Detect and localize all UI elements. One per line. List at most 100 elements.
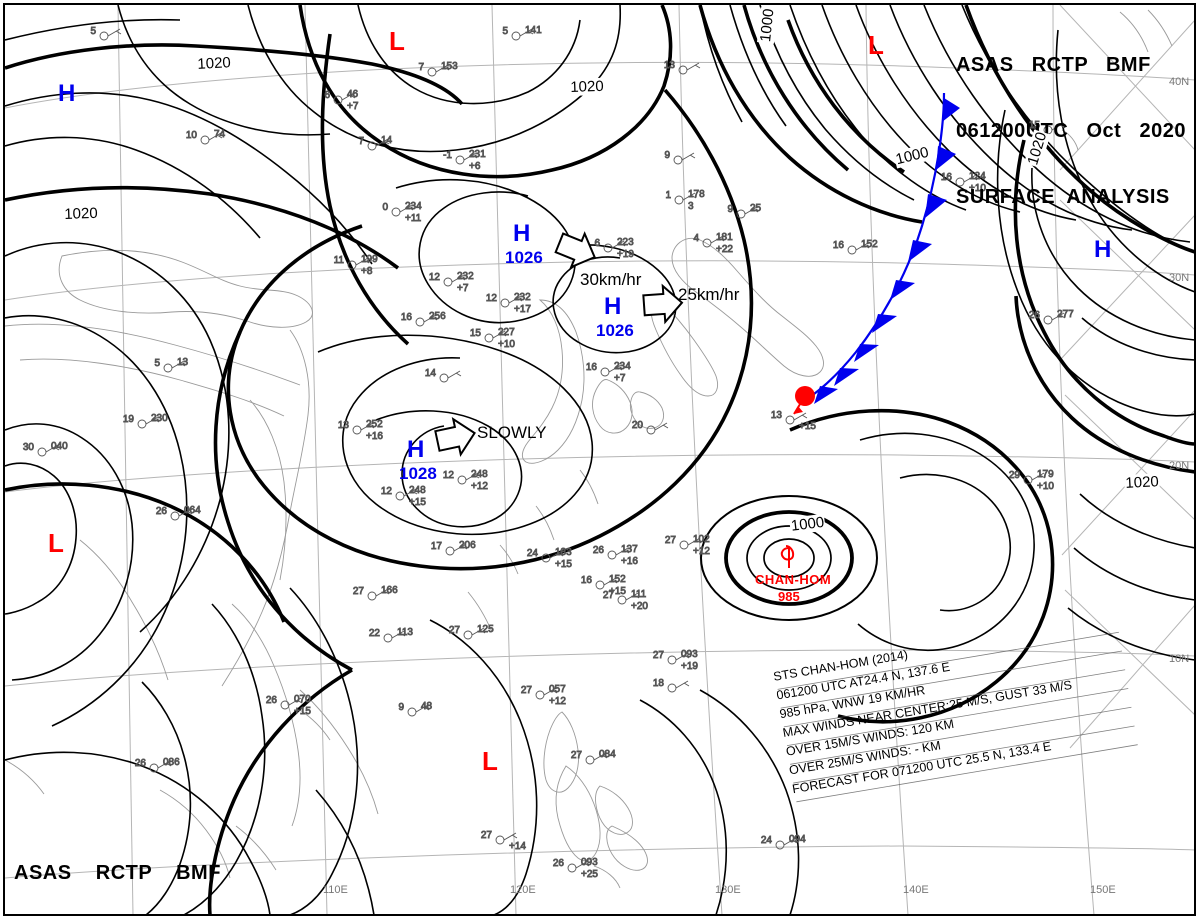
svg-text:152: 152 [861,239,878,250]
pressure-center-value: 1028 [399,464,437,483]
svg-text:227: 227 [498,327,515,338]
svg-text:+15: +15 [409,497,426,508]
svg-text:74: 74 [214,129,226,140]
station-plot: 16 256 [400,311,447,327]
svg-text:+10: +10 [1037,481,1054,492]
station-plot: 4 181+22 [693,232,734,256]
svg-text:13: 13 [771,410,783,421]
svg-text:3: 3 [688,201,694,212]
svg-text:18: 18 [653,678,665,689]
svg-text:093: 093 [581,857,598,868]
svg-text:248: 248 [409,485,426,496]
svg-text:+22: +22 [716,244,733,255]
pressure-center-symbol: H [513,220,531,247]
station-plot: 0 234+11 [382,201,423,225]
svg-text:+10: +10 [498,339,515,350]
svg-text:5: 5 [502,26,508,37]
svg-text:12: 12 [443,470,455,481]
pressure-center-symbol: H [1094,236,1112,263]
station-plot: 19 230 [122,413,169,429]
svg-text:+15: +15 [609,586,626,597]
svg-text:17: 17 [431,541,443,552]
station-plot: 26 086 [134,757,181,773]
svg-text:199: 199 [361,254,378,265]
svg-text:9: 9 [398,702,404,713]
longitude-label-4: 150E [1090,884,1116,896]
svg-text:19: 19 [123,414,135,425]
station-plot: 27 084 [570,749,617,765]
station-plot: 27 +14 [480,830,526,853]
station-plot: 14 [424,368,462,383]
svg-text:48: 48 [421,701,433,712]
pressure-center-symbol: L [482,746,498,776]
station-plot: 7 14 [358,135,393,151]
svg-text:084: 084 [599,749,616,760]
svg-text:26: 26 [135,758,147,769]
svg-text:181: 181 [716,232,733,243]
header-tr-line-3: SURFACE ANALYSIS [955,186,1170,208]
svg-text:16: 16 [586,362,598,373]
svg-text:27: 27 [353,586,365,597]
station-plot: 27 111+20 [602,589,648,613]
cold-front [793,92,960,415]
station-plot: 26 064 [155,505,202,521]
svg-text:178: 178 [688,189,705,200]
svg-text:183: 183 [555,547,572,558]
svg-text:-1: -1 [443,150,452,161]
svg-text:22: 22 [369,628,381,639]
svg-text:27: 27 [521,685,533,696]
svg-text:252: 252 [366,419,383,430]
svg-text:232: 232 [514,292,531,303]
svg-text:+20: +20 [631,601,648,612]
storm-central-pressure: 985 [778,589,800,604]
pressure-center-symbol: L [389,26,405,56]
svg-text:+16: +16 [621,556,638,567]
svg-text:+16: +16 [366,431,383,442]
svg-text:6: 6 [324,90,330,101]
isobars-thick [5,5,1195,915]
station-plot: 13 +15 [770,410,816,433]
svg-text:5: 5 [154,358,160,369]
station-plot: 7 153 [418,61,459,77]
station-plot: 12 232+17 [485,292,531,316]
storm-name-label: CHAN-HOM [755,572,832,587]
header-bottom-left: ASAS RCTP BMF 061200UTC Oct 2020 SURFACE… [14,822,256,920]
station-plot: 16 234+7 [585,361,631,385]
header-top-right: ASAS RCTP BMF 061200UTC Oct 2020 SURFACE… [956,14,1186,248]
svg-text:26: 26 [266,695,278,706]
svg-text:070: 070 [294,694,311,705]
station-plot: 27 093+19 [652,649,698,673]
station-plot: 13 [663,60,701,75]
svg-text:9: 9 [664,150,670,161]
station-plot: 13 252+16 [337,419,383,443]
svg-text:13: 13 [177,357,189,368]
station-plot: 24 183+15 [526,547,572,571]
station-plot: 9 [664,150,696,165]
isobar-label-0: 1020 [196,54,233,73]
header-tr-line-1: ASAS RCTP BMF [955,54,1151,76]
isobar-label-5: 1020 [63,204,99,223]
svg-text:206: 206 [459,540,476,551]
pressure-center-value: 1026 [505,248,543,267]
pressure-center-value: 1026 [596,321,634,340]
svg-text:057: 057 [549,684,566,695]
station-plot: 12 248+15 [380,485,426,509]
svg-text:12: 12 [429,272,441,283]
low-pressure-center-5: L [389,28,405,54]
svg-text:15: 15 [1029,120,1041,131]
svg-text:+15: +15 [555,559,572,570]
svg-text:16: 16 [941,172,953,183]
motion-arrows [434,231,684,457]
station-plot: 26 277 [1028,309,1075,325]
high-pressure-center-3: H 1028 [399,438,437,486]
station-plot: 11 199+8 [333,254,378,278]
station-plot: 26 137+16 [592,544,638,568]
svg-text:24: 24 [761,835,773,846]
station-plot: 20 [631,420,669,435]
station-plot: 9 48 [398,701,433,717]
svg-text:24: 24 [527,548,539,559]
station-plot: 22 113 [368,627,414,643]
station-plot: 27 166 [352,585,399,601]
svg-text:102: 102 [693,534,710,545]
svg-text:+7: +7 [347,101,359,112]
